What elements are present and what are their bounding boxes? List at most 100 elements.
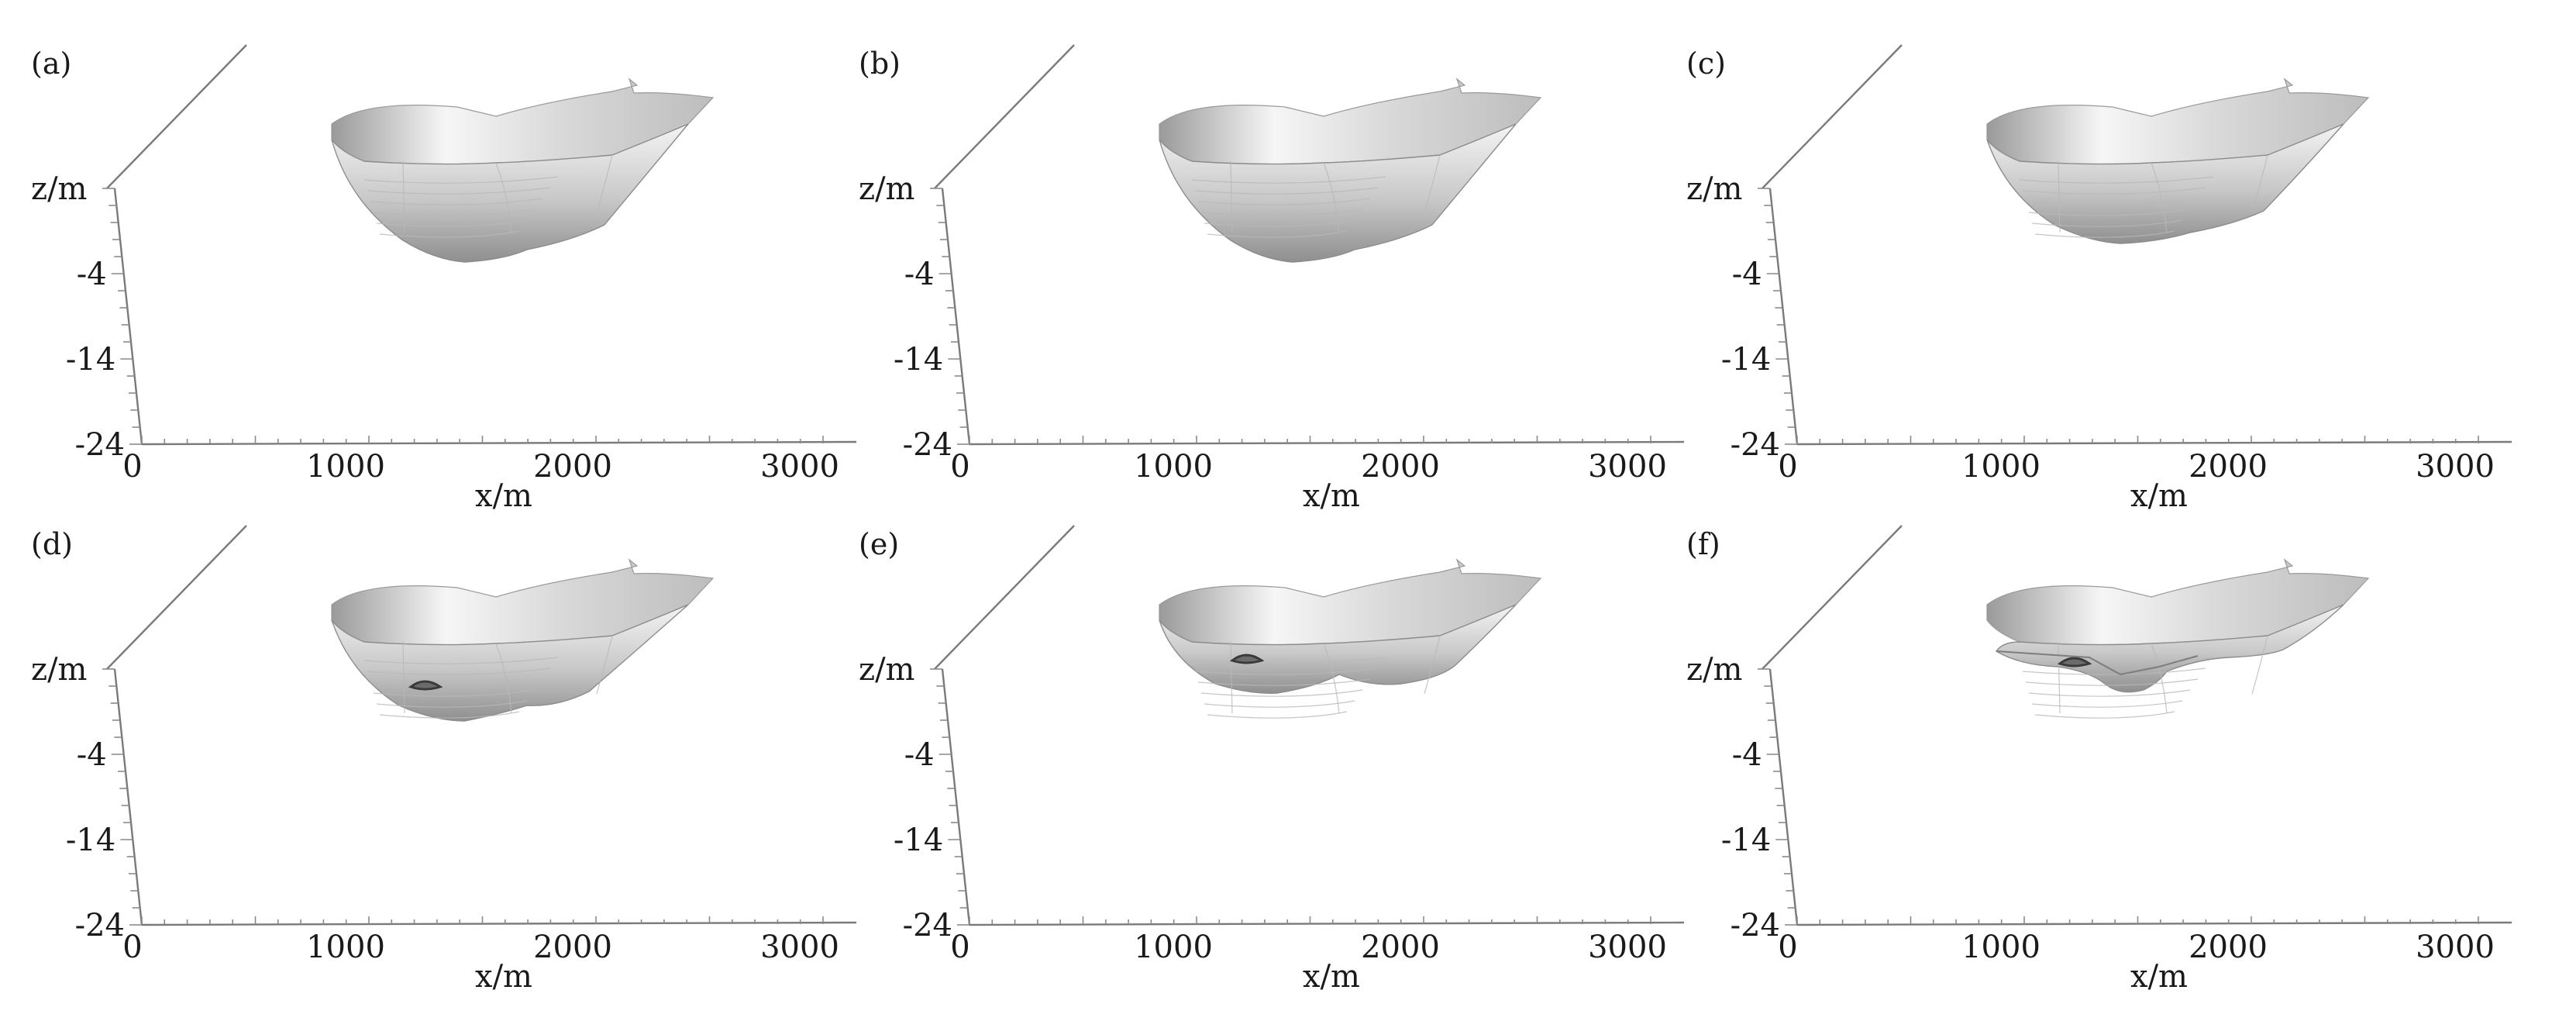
x-tick-label: 1000 <box>1134 449 1213 485</box>
x-axis-line <box>141 921 857 926</box>
x-tick-label: 1000 <box>306 930 385 965</box>
z-tick-label: -4 <box>1732 257 1762 292</box>
z-tick-label: -24 <box>1731 908 1780 943</box>
z-tick-label: -24 <box>903 427 952 463</box>
surface-ripple <box>2022 667 2206 675</box>
panel-plot: -4 -14 -24 z/m 0 1000 2000 3000 x/m (c) <box>1686 44 2512 514</box>
z-axis-line <box>941 188 971 445</box>
surface-ripple <box>370 198 543 205</box>
panel-label: (d) <box>31 527 73 561</box>
z-axis-title: z/m <box>1686 652 1742 688</box>
surface-ripple <box>2028 209 2191 216</box>
z-axis-line <box>1768 668 1799 926</box>
z-axis-title: z/m <box>859 171 914 207</box>
z-axis-line <box>113 668 143 926</box>
z-tick-label: -24 <box>75 908 125 943</box>
surface-ripple <box>1191 176 1386 184</box>
surface-ripple <box>2025 198 2199 205</box>
surface-seam <box>1230 160 1233 233</box>
z-axis-line <box>113 188 143 445</box>
surface-body <box>1159 604 1517 694</box>
collapse-crack <box>408 680 443 691</box>
surface-ripple <box>2031 219 2183 227</box>
surface-ripple <box>363 657 559 664</box>
surface-ripple <box>1197 198 1371 205</box>
surface-seam <box>2151 643 2168 714</box>
z-tick-label: -4 <box>1732 737 1762 773</box>
surface-seam <box>402 641 405 714</box>
surface-ripple <box>2031 700 2183 708</box>
x-tick-label: 0 <box>122 930 142 965</box>
surface-ripple <box>2034 711 2175 719</box>
y-axis-line <box>934 44 1075 189</box>
z-axis-title: z/m <box>1686 171 1742 207</box>
panel-e: -4 -14 -24 z/m 0 1000 2000 3000 x/m (e) <box>828 481 1685 995</box>
x-tick-label: 2000 <box>1361 449 1440 485</box>
surface-seam <box>596 154 613 214</box>
surface-ripple <box>379 230 520 238</box>
surface-body <box>331 123 689 263</box>
panel-plot: -4 -14 -24 z/m 0 1000 2000 3000 x/m (b) <box>859 44 1685 514</box>
x-axis-line <box>969 440 1685 446</box>
surface-ripple <box>1194 667 1379 675</box>
z-tick-label: -14 <box>1721 823 1771 858</box>
surface-body <box>331 604 689 722</box>
z-tick-label: -14 <box>1721 342 1771 378</box>
surface-ripple <box>2019 657 2214 664</box>
z-axis-title: z/m <box>31 652 87 688</box>
z-axis-title: z/m <box>31 171 87 207</box>
panel-label: (b) <box>859 47 901 81</box>
surface-seam <box>2251 635 2268 695</box>
surface-ripple <box>1197 678 1371 686</box>
x-axis-line <box>1796 921 2512 926</box>
surface-seam <box>2058 641 2061 714</box>
surface-ripple <box>2022 187 2206 195</box>
z-tick-label: -4 <box>904 737 935 773</box>
surface-seam <box>1424 154 1441 214</box>
surface-ripple <box>1200 689 1363 697</box>
y-axis-line <box>1762 525 1903 670</box>
panel-label: (f) <box>1686 527 1720 561</box>
x-tick-label: 0 <box>950 930 969 965</box>
x-axis-title: x/m <box>2130 959 2188 995</box>
x-axis-title: x/m <box>2130 478 2188 514</box>
y-axis-line <box>1762 44 1903 189</box>
surface-ripple <box>2028 689 2191 697</box>
x-tick-label: 1000 <box>1961 930 2040 965</box>
collapse-crack <box>1229 654 1265 664</box>
z-tick-label: -4 <box>77 257 107 292</box>
surface-ripple <box>1194 187 1379 195</box>
x-axis-title: x/m <box>475 478 532 514</box>
panel-label: (c) <box>1686 47 1726 81</box>
surface-ripple <box>1204 700 1355 708</box>
z-tick-label: -24 <box>903 908 952 943</box>
z-tick-label: -24 <box>1731 427 1780 463</box>
x-axis-title: x/m <box>1303 478 1360 514</box>
x-tick-label: 0 <box>1778 449 1797 485</box>
x-tick-label: 1000 <box>306 449 385 485</box>
surface-ripple <box>376 219 528 227</box>
y-axis-line <box>106 44 247 189</box>
surface-ripple <box>1204 219 1355 227</box>
panel-plot: -4 -14 -24 z/m 0 1000 2000 3000 x/m (a) <box>31 44 857 514</box>
panel-c: -4 -14 -24 z/m 0 1000 2000 3000 x/m (c) <box>1655 0 2512 514</box>
z-tick-label: -14 <box>894 823 943 858</box>
surface-ripple <box>373 209 536 216</box>
surface-ripple <box>2019 176 2214 184</box>
surface-3d <box>1159 78 1542 263</box>
z-tick-label: -14 <box>66 342 115 378</box>
surface-3d <box>331 558 715 722</box>
surface-3d <box>331 78 715 263</box>
x-tick-label: 2000 <box>533 930 612 965</box>
z-axis-line <box>941 668 971 926</box>
surface-body <box>1996 604 2344 693</box>
panel-plot: -4 -14 -24 z/m 0 1000 2000 3000 x/m (d) <box>31 525 857 995</box>
x-tick-label: 3000 <box>760 449 839 485</box>
panel-label: (a) <box>31 47 71 81</box>
x-tick-label: 3000 <box>1588 930 1667 965</box>
x-tick-label: 1000 <box>1134 930 1213 965</box>
surface-ripple <box>379 711 520 719</box>
x-tick-label: 2000 <box>1361 930 1440 965</box>
surface-seam <box>1323 643 1340 714</box>
